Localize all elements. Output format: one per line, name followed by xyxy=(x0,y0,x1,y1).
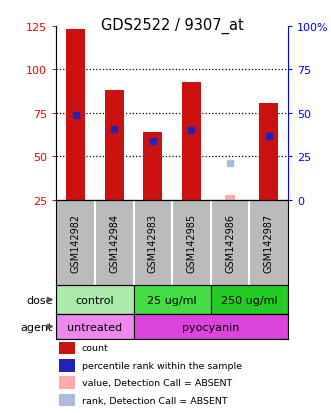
Text: 250 ug/ml: 250 ug/ml xyxy=(221,295,278,305)
Bar xyxy=(56,314,133,339)
Text: GSM142983: GSM142983 xyxy=(148,214,158,272)
Bar xyxy=(143,133,163,200)
Bar xyxy=(59,359,75,372)
Text: count: count xyxy=(82,344,109,353)
Text: GSM142987: GSM142987 xyxy=(264,214,274,273)
Bar xyxy=(59,342,75,354)
Bar xyxy=(66,30,85,200)
Text: dose: dose xyxy=(26,295,52,305)
Text: percentile rank within the sample: percentile rank within the sample xyxy=(82,361,242,370)
Text: value, Detection Call = ABSENT: value, Detection Call = ABSENT xyxy=(82,378,232,387)
Text: GSM142984: GSM142984 xyxy=(109,214,119,272)
Text: GSM142986: GSM142986 xyxy=(225,214,235,272)
Bar xyxy=(56,285,133,314)
Bar xyxy=(105,91,124,200)
Bar xyxy=(182,83,201,200)
Text: GDS2522 / 9307_at: GDS2522 / 9307_at xyxy=(101,17,244,33)
Bar xyxy=(259,103,278,200)
Text: rank, Detection Call = ABSENT: rank, Detection Call = ABSENT xyxy=(82,396,227,405)
Text: pyocyanin: pyocyanin xyxy=(182,322,239,332)
Text: 25 ug/ml: 25 ug/ml xyxy=(147,295,197,305)
Text: GSM142982: GSM142982 xyxy=(71,214,80,273)
Bar xyxy=(59,377,75,389)
Text: control: control xyxy=(75,295,114,305)
Text: untreated: untreated xyxy=(67,322,122,332)
Bar xyxy=(59,394,75,406)
Bar xyxy=(133,285,211,314)
Bar xyxy=(133,314,288,339)
Text: agent: agent xyxy=(20,322,52,332)
Bar xyxy=(225,195,235,200)
Bar xyxy=(211,285,288,314)
Text: GSM142985: GSM142985 xyxy=(186,214,196,273)
